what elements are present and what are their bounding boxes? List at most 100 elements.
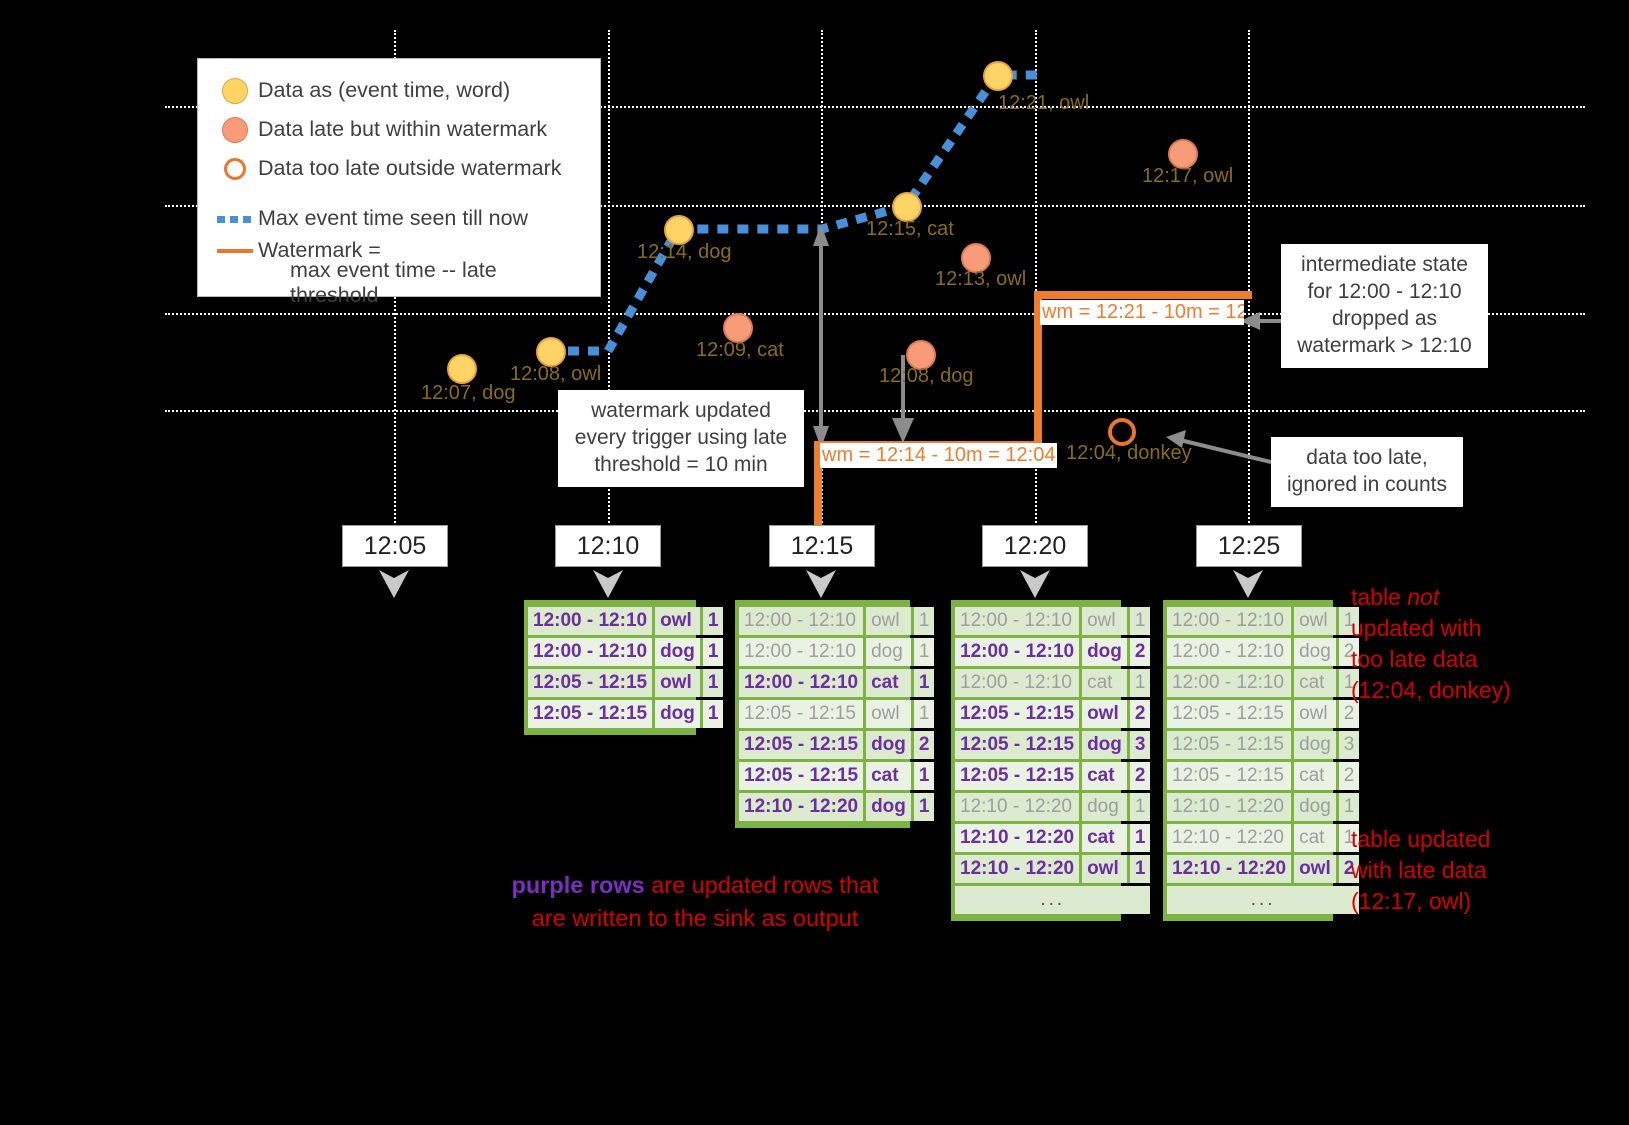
- gridline-horizontal: [165, 410, 1585, 412]
- table-row: 12:00 - 12:10 owl 1: [955, 607, 1151, 635]
- callout-line: watermark updated: [591, 399, 771, 422]
- result-table-1220: 12:00 - 12:10 owl 1 12:00 - 12:10 dog 2 12:00 …: [951, 600, 1151, 921]
- note-line: too late data: [1351, 646, 1478, 673]
- cell-count: 2: [1338, 638, 1360, 666]
- result-table-1215: 12:00 - 12:10 owl 1 12:00 - 12:10 dog 1 12:00 …: [735, 600, 935, 828]
- data-point-too-late[interactable]: [1108, 418, 1136, 446]
- cell-count: 1: [913, 700, 935, 728]
- data-point-label: 12:21, owl: [998, 92, 1090, 114]
- trigger-tick-1225[interactable]: 12:25: [1196, 525, 1302, 567]
- cell-count: 1: [1129, 793, 1151, 821]
- note-line: are updated rows that: [644, 872, 879, 898]
- callout-line: watermark > 12:10: [1297, 333, 1472, 357]
- legend-item-late: Data late but within watermark: [212, 110, 586, 149]
- cell-window: 12:00 - 12:10: [955, 607, 1083, 635]
- result-table-1210: 12:00 - 12:10 owl 1 12:00 - 12:10 dog 1 12:05 …: [524, 600, 724, 735]
- cell-word: dog: [866, 731, 914, 759]
- cell-count: 3: [1338, 731, 1360, 759]
- cell-window: 12:00 - 12:10: [1167, 669, 1295, 697]
- max-event-time-line: [548, 70, 1042, 356]
- result-table-1225: 12:00 - 12:10 owl 1 12:00 - 12:10 dog 2 12:00 …: [1163, 600, 1360, 921]
- cell-count: 1: [702, 638, 724, 666]
- cell-window: 12:10 - 12:20: [955, 793, 1083, 821]
- cell-count: 2: [1129, 762, 1151, 790]
- data-point-late[interactable]: [1168, 139, 1198, 169]
- cell-word: dog: [1082, 731, 1130, 759]
- note-line: table: [1351, 584, 1408, 610]
- cell-count: 1: [1129, 824, 1151, 852]
- table-row: 12:00 - 12:10 dog 2: [1167, 638, 1360, 666]
- trigger-tick-1210[interactable]: 12:10: [555, 525, 661, 567]
- cell-word: dog: [1294, 638, 1339, 666]
- table-row: 12:05 - 12:15 owl 2: [1167, 700, 1360, 728]
- table-row: 12:00 - 12:10 cat 1: [955, 669, 1151, 697]
- callout-line: ignored in counts: [1287, 472, 1447, 496]
- table-row: 12:10 - 12:20 owl 1: [955, 855, 1151, 883]
- data-point-late[interactable]: [961, 243, 991, 273]
- cell-word: dog: [1082, 793, 1130, 821]
- cell-window: 12:10 - 12:20: [1167, 824, 1295, 852]
- cell-word: cat: [1082, 762, 1130, 790]
- table-row: 12:00 - 12:10 cat 1: [1167, 669, 1360, 697]
- data-point-late[interactable]: [723, 313, 753, 343]
- cell-count: 1: [913, 638, 935, 666]
- trigger-tick-1205[interactable]: 12:05: [342, 525, 448, 567]
- cell-word: dog: [866, 793, 914, 821]
- data-point-ontime[interactable]: [447, 354, 477, 384]
- data-point-late[interactable]: [906, 340, 936, 370]
- cell-window: 12:05 - 12:15: [739, 762, 867, 790]
- cell-count: 1: [1129, 607, 1151, 635]
- data-point-ontime[interactable]: [664, 215, 694, 245]
- table-row: 12:05 - 12:15 dog 1: [528, 700, 724, 728]
- trigger-tick-1215[interactable]: 12:15: [769, 525, 875, 567]
- cell-window: 12:05 - 12:15: [528, 669, 656, 697]
- table-row: 12:10 - 12:20 cat 1: [1167, 824, 1360, 852]
- data-point-label: 12:15, cat: [866, 218, 954, 240]
- legend-box: Data as (event time, word) Data late but…: [197, 58, 601, 307]
- cell-word: cat: [866, 669, 914, 697]
- note-table-not-updated: table not updated with too late data (12…: [1351, 582, 1511, 706]
- data-point-ontime[interactable]: [536, 337, 566, 367]
- legend-label: Data late but within watermark: [258, 116, 548, 141]
- cell-count: 2: [1338, 762, 1360, 790]
- ellipsis-cell: ...: [1167, 886, 1360, 914]
- legend-label: Data as (event time, word): [258, 77, 511, 102]
- cell-word: owl: [866, 607, 914, 635]
- watermark-vertical-left: [814, 445, 822, 527]
- note-purple-emphasis: purple rows: [511, 872, 645, 898]
- cell-window: 12:00 - 12:10: [955, 638, 1083, 666]
- cell-count: 1: [1338, 824, 1360, 852]
- cell-word: owl: [1082, 607, 1130, 635]
- legend-item-watermark: Watermark =: [212, 236, 586, 266]
- table-row: 12:05 - 12:15 cat 2: [1167, 762, 1360, 790]
- note-table-updated: table updated with late data (12:17, owl…: [1351, 824, 1490, 917]
- cell-count: 1: [913, 607, 935, 635]
- table-row: 12:05 - 12:15 owl 2: [955, 700, 1151, 728]
- legend-item-max-event-time: Max event time seen till now: [212, 202, 586, 236]
- cell-word: cat: [1294, 669, 1339, 697]
- callout-watermark-update: watermark updated every trigger using la…: [558, 390, 804, 487]
- cell-window: 12:10 - 12:20: [955, 824, 1083, 852]
- cell-word: cat: [1082, 669, 1130, 697]
- trigger-tick-1220[interactable]: 12:20: [982, 525, 1088, 567]
- legend-item-ontime: Data as (event time, word): [212, 71, 586, 110]
- data-point-ontime[interactable]: [983, 61, 1013, 91]
- cell-count: 1: [913, 793, 935, 821]
- cell-word: dog: [1082, 638, 1130, 666]
- data-point-label: 12:17, owl: [1142, 165, 1234, 187]
- table-row: 12:10 - 12:20 dog 1: [739, 793, 935, 821]
- cell-window: 12:00 - 12:10: [1167, 607, 1295, 635]
- cell-word: dog: [1294, 731, 1339, 759]
- cell-window: 12:00 - 12:10: [739, 669, 867, 697]
- note-line: table updated: [1351, 826, 1491, 852]
- cell-count: 1: [1129, 669, 1151, 697]
- cell-window: 12:05 - 12:15: [955, 731, 1083, 759]
- cell-count: 1: [702, 669, 724, 697]
- legend-watermark-formula: max event time -- late threshold: [290, 258, 497, 307]
- cell-count: 2: [1338, 700, 1360, 728]
- table-row: 12:05 - 12:15 owl 1: [528, 669, 724, 697]
- table-row: 12:00 - 12:10 owl 1: [528, 607, 724, 635]
- callout-line: for 12:00 - 12:10: [1307, 279, 1462, 303]
- data-point-ontime[interactable]: [892, 192, 922, 222]
